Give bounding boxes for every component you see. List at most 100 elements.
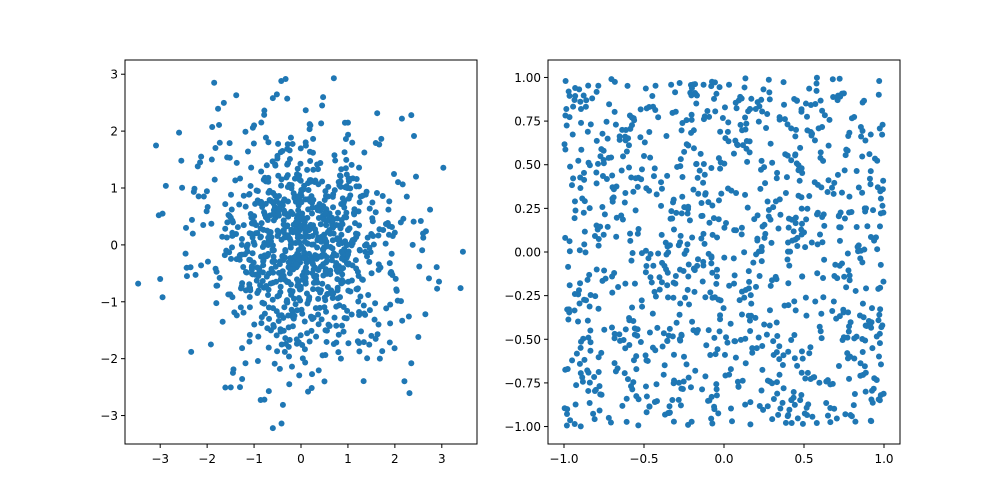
scatter-point [783,174,790,181]
scatter-point [584,276,591,283]
scatter-point [700,81,707,88]
scatter-point [356,246,363,253]
scatter-point [841,167,848,174]
scatter-point [229,232,236,239]
scatter-point [690,145,697,152]
scatter-point [595,242,602,249]
scatter-point [581,356,588,363]
scatter-point [236,201,243,208]
scatter-point [846,272,853,279]
scatter-point [581,228,588,235]
scatter-point [831,179,838,186]
scatter-point [857,360,864,367]
scatter-point [742,401,749,408]
scatter-point [308,241,315,248]
scatter-point [581,296,588,303]
scatter-point [814,270,821,277]
scatter-point [296,286,303,293]
scatter-point [770,204,777,211]
scatter-point [359,276,366,283]
scatter-point [310,279,317,286]
scatter-point [258,220,265,227]
scatter-point [804,127,811,134]
scatter-point [322,192,329,199]
scatter-point [725,119,732,126]
scatter-point [859,300,866,307]
scatter-point [666,403,673,410]
scatter-point [811,374,818,381]
scatter-point [386,260,393,267]
scatter-point [752,314,759,321]
scatter-point [620,153,627,160]
scatter-point [669,109,676,116]
scatter-point [232,177,239,184]
scatter-point [333,322,340,329]
scatter-point [705,327,712,334]
scatter-point [297,145,304,152]
scatter-point [398,115,405,122]
scatter-point [673,209,680,216]
scatter-point [388,223,395,230]
scatter-point [678,332,685,339]
scatter-point [302,224,309,231]
scatter-point [829,308,836,315]
scatter-point [744,158,751,165]
scatter-point [701,240,708,247]
scatter-point [738,224,745,231]
scatter-point [338,248,345,255]
scatter-point [593,180,600,187]
scatter-point [683,141,690,148]
scatter-point [721,104,728,111]
scatter-point [286,147,293,154]
scatter-point [638,176,645,183]
scatter-point [341,204,348,211]
scatter-point [654,324,661,331]
scatter-point [877,195,884,202]
y-tick-label: −0.50 [504,333,541,347]
scatter-point [329,217,336,224]
scatter-point [237,304,244,311]
scatter-point [275,212,282,219]
scatter-point [642,247,649,254]
scatter-point [571,307,578,314]
scatter-point [323,218,330,225]
scatter-point [566,282,573,289]
scatter-point [684,286,691,293]
scatter-point [222,384,229,391]
scatter-point [285,312,292,319]
scatter-point [788,157,795,164]
scatter-point [741,84,748,91]
scatter-point [877,361,884,368]
scatter-point [766,89,773,96]
scatter-point [564,306,571,313]
scatter-point [744,204,751,211]
scatter-point [606,101,613,108]
scatter-point [626,314,633,321]
scatter-point [678,210,685,217]
scatter-point [276,205,283,212]
scatter-point [364,355,371,362]
scatter-point [393,286,400,293]
scatter-point [304,300,311,307]
scatter-point [577,423,584,430]
scatter-point [191,185,198,192]
scatter-point [798,369,805,376]
scatter-point [847,319,854,326]
scatter-point [869,345,876,352]
scatter-point [356,199,363,206]
scatter-point [279,268,286,275]
scatter-point [808,239,815,246]
scatter-point [162,182,169,189]
scatter-point [564,411,571,418]
scatter-point [288,291,295,298]
scatter-point [792,220,799,227]
scatter-point [288,363,295,370]
scatter-point [670,226,677,233]
scatter-point [599,172,606,179]
scatter-point [845,328,852,335]
scatter-point [623,418,630,425]
y-tick-label: 2 [110,125,118,139]
scatter-point [306,126,313,133]
scatter-point [798,220,805,227]
scatter-point [715,216,722,223]
